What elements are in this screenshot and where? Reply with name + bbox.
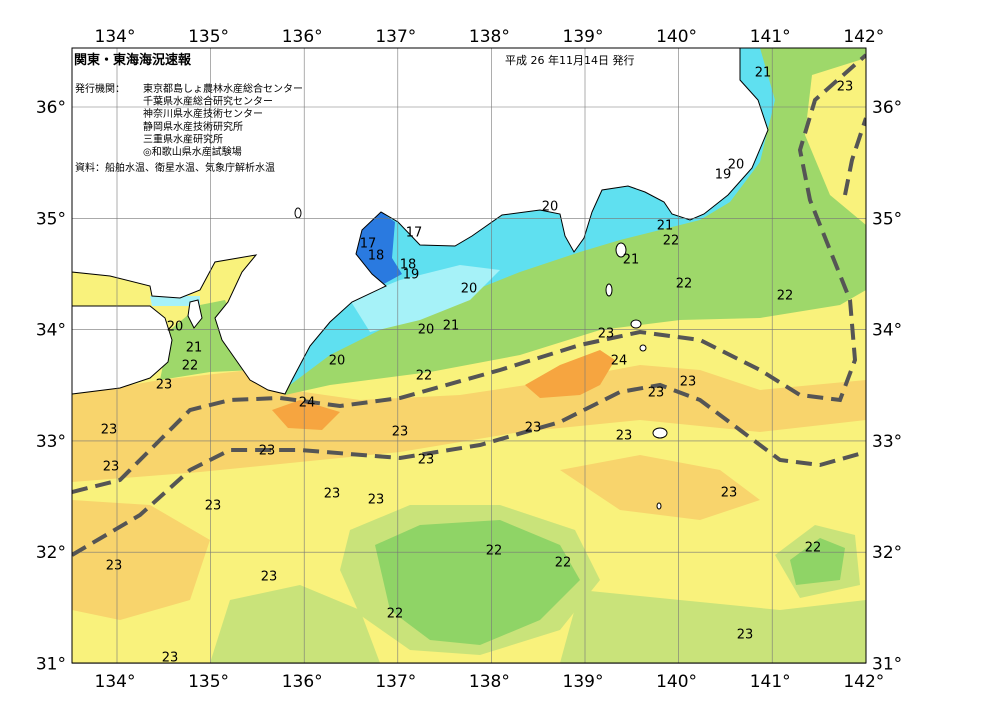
lon-label-bottom: 141° [750, 672, 791, 692]
lon-label-bottom: 136° [282, 672, 323, 692]
contour-label: 23 [721, 486, 738, 501]
lon-label-top: 141° [750, 27, 791, 47]
contour-label: 23 [259, 444, 276, 459]
lon-label-bottom: 142° [843, 672, 884, 692]
contour-label: 21 [623, 253, 640, 268]
lon-label-top: 135° [188, 27, 229, 47]
lon-label-bottom: 134° [95, 672, 136, 692]
contour-label: 23 [106, 559, 123, 574]
contour-label: 21 [186, 341, 203, 356]
lat-label-right: 34° [872, 321, 902, 341]
contour-label: 23 [261, 570, 278, 585]
source-note: 資料：船舶水温、衛星水温、気象庁解析水温 [75, 161, 275, 174]
contour-label: 17 [406, 226, 423, 241]
lon-label-bottom: 137° [375, 672, 416, 692]
publisher: ◎和歌山県水産試験場 [143, 145, 242, 158]
shikoku [71, 305, 173, 395]
contour-label: 20 [728, 158, 745, 173]
publisher: 千葉県水産総合研究センター [143, 95, 273, 108]
contour-label: 20 [542, 200, 559, 215]
publisher: 三重県水産研究所 [143, 132, 223, 145]
contour-label: 20 [418, 323, 435, 338]
contour-label: 20 [167, 320, 184, 335]
contour-label: 23 [162, 651, 179, 666]
lon-label-bottom: 139° [563, 672, 604, 692]
lon-label-top: 139° [563, 27, 604, 47]
contour-label: 22 [387, 607, 404, 622]
contour-label: 23 [205, 499, 222, 514]
lat-label-right: 31° [872, 655, 902, 675]
contour-label: 18 [400, 258, 417, 273]
title: 関東・東海海況速報 [74, 52, 192, 68]
contour-label: 22 [486, 544, 503, 559]
contour-label: 23 [598, 327, 615, 342]
contour-label: 23 [837, 80, 854, 95]
issue-date: 平成 26 年11月14日 発行 [505, 53, 634, 67]
contour-label: 22 [805, 541, 822, 556]
awaji [187, 299, 203, 329]
contour-label: 24 [611, 354, 628, 369]
lat-label-right: 32° [872, 543, 902, 563]
lat-label-left: 31° [36, 655, 66, 675]
contour-label: 23 [156, 378, 173, 393]
contour-label: 21 [657, 219, 674, 234]
contour-label: 23 [368, 493, 385, 508]
contour-label: 22 [555, 556, 572, 571]
contour-label: 23 [737, 628, 754, 643]
lon-label-top: 136° [282, 27, 323, 47]
lat-label-left: 36° [36, 98, 66, 118]
lon-label-top: 134° [95, 27, 136, 47]
publisher-label: 発行機関： [75, 82, 125, 95]
lat-label-right: 35° [872, 209, 902, 229]
contour-label: 23 [103, 460, 120, 475]
contour-label: 22 [416, 369, 433, 384]
islands [294, 207, 668, 510]
contour-label: 20 [461, 282, 478, 297]
lon-label-top: 140° [656, 27, 697, 47]
contour-label: 22 [182, 359, 199, 374]
lon-label-bottom: 140° [656, 672, 697, 692]
lat-label-left: 33° [36, 432, 66, 452]
lon-label-bottom: 135° [188, 672, 229, 692]
lat-label-left: 32° [36, 543, 66, 563]
contour-label: 21 [755, 66, 772, 81]
publisher: 神奈川県水産技術センター [143, 107, 263, 120]
contour-label: 23 [648, 386, 665, 401]
contour-label: 22 [676, 277, 693, 292]
lon-label-bottom: 138° [469, 672, 510, 692]
lon-label-top: 137° [375, 27, 416, 47]
lon-label-top: 142° [843, 27, 884, 47]
contour-label: 21 [443, 319, 460, 334]
contour-label: 23 [525, 421, 542, 436]
contour-label: 20 [329, 354, 346, 369]
publisher: 静岡県水産技術研究所 [143, 120, 243, 133]
kuroshio-axis [72, 53, 866, 557]
lat-label-right: 33° [872, 432, 902, 452]
contour-label: 23 [418, 453, 435, 468]
contour-label: 17 [360, 237, 377, 252]
contour-label: 23 [101, 423, 118, 438]
contour-label: 22 [663, 234, 680, 249]
lat-label-left: 34° [36, 321, 66, 341]
contour-label: 23 [616, 429, 633, 444]
contour-label: 24 [299, 396, 316, 411]
contour-label: 23 [392, 425, 409, 440]
contour-label: 23 [680, 375, 697, 390]
contour-label: 18 [368, 249, 385, 264]
publisher: 東京都島しょ農林水産総合センター [143, 82, 303, 95]
contour-label: 23 [324, 487, 341, 502]
lon-label-top: 138° [469, 27, 510, 47]
contour-label: 22 [777, 289, 794, 304]
lat-label-left: 35° [36, 209, 66, 229]
contour-label: 19 [403, 268, 420, 283]
lat-label-right: 36° [872, 98, 902, 118]
map-frame [71, 47, 867, 664]
contour-label: 19 [715, 168, 732, 183]
